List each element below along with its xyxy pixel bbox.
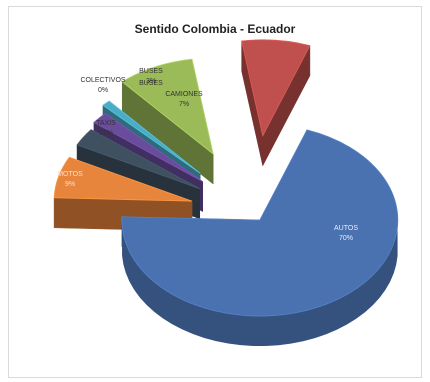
pie-slice-taxis bbox=[121, 58, 214, 156]
slice-label-value: 7% bbox=[179, 101, 189, 108]
chart-title: Sentido Colombia - Ecuador bbox=[134, 22, 296, 36]
slice-label: BUSES bbox=[139, 80, 163, 87]
slice-label-value: 9% bbox=[65, 181, 75, 188]
slice-label-name: MOTOS bbox=[57, 171, 83, 178]
slice-label-value: 3% bbox=[146, 78, 156, 85]
slice-label: CAMIONES 7% bbox=[165, 91, 203, 108]
slice-label-name: AUTOS bbox=[334, 225, 358, 232]
slice-label: COLECTIVOS 0% bbox=[80, 77, 125, 94]
pie-slice-colectivos bbox=[102, 100, 201, 174]
slice-label: AUTOS 70% bbox=[334, 225, 358, 242]
slice-label-name: BUSES bbox=[139, 68, 163, 75]
pie-slice-motos bbox=[241, 39, 311, 137]
slice-label-value: 70% bbox=[339, 235, 353, 242]
slice-label-value: 0% bbox=[98, 87, 108, 94]
slice-label-value: 13% bbox=[99, 130, 113, 137]
slice-label-name: BUSES bbox=[139, 80, 163, 87]
pie-slice-autos bbox=[121, 129, 399, 317]
slice-label-name: COLECTIVOS bbox=[80, 77, 125, 84]
pie-slice-camiones bbox=[53, 156, 193, 202]
slice-label-name: TAXIS bbox=[96, 120, 116, 127]
slice-label: MOTOS 9% bbox=[57, 171, 83, 188]
pie-slice-rim bbox=[122, 225, 398, 346]
pie-slice-buses bbox=[76, 129, 200, 190]
slice-label: TAXIS 13% bbox=[96, 120, 116, 137]
pie-slice-buses bbox=[93, 112, 203, 182]
slice-label-name: CAMIONES bbox=[165, 91, 203, 98]
